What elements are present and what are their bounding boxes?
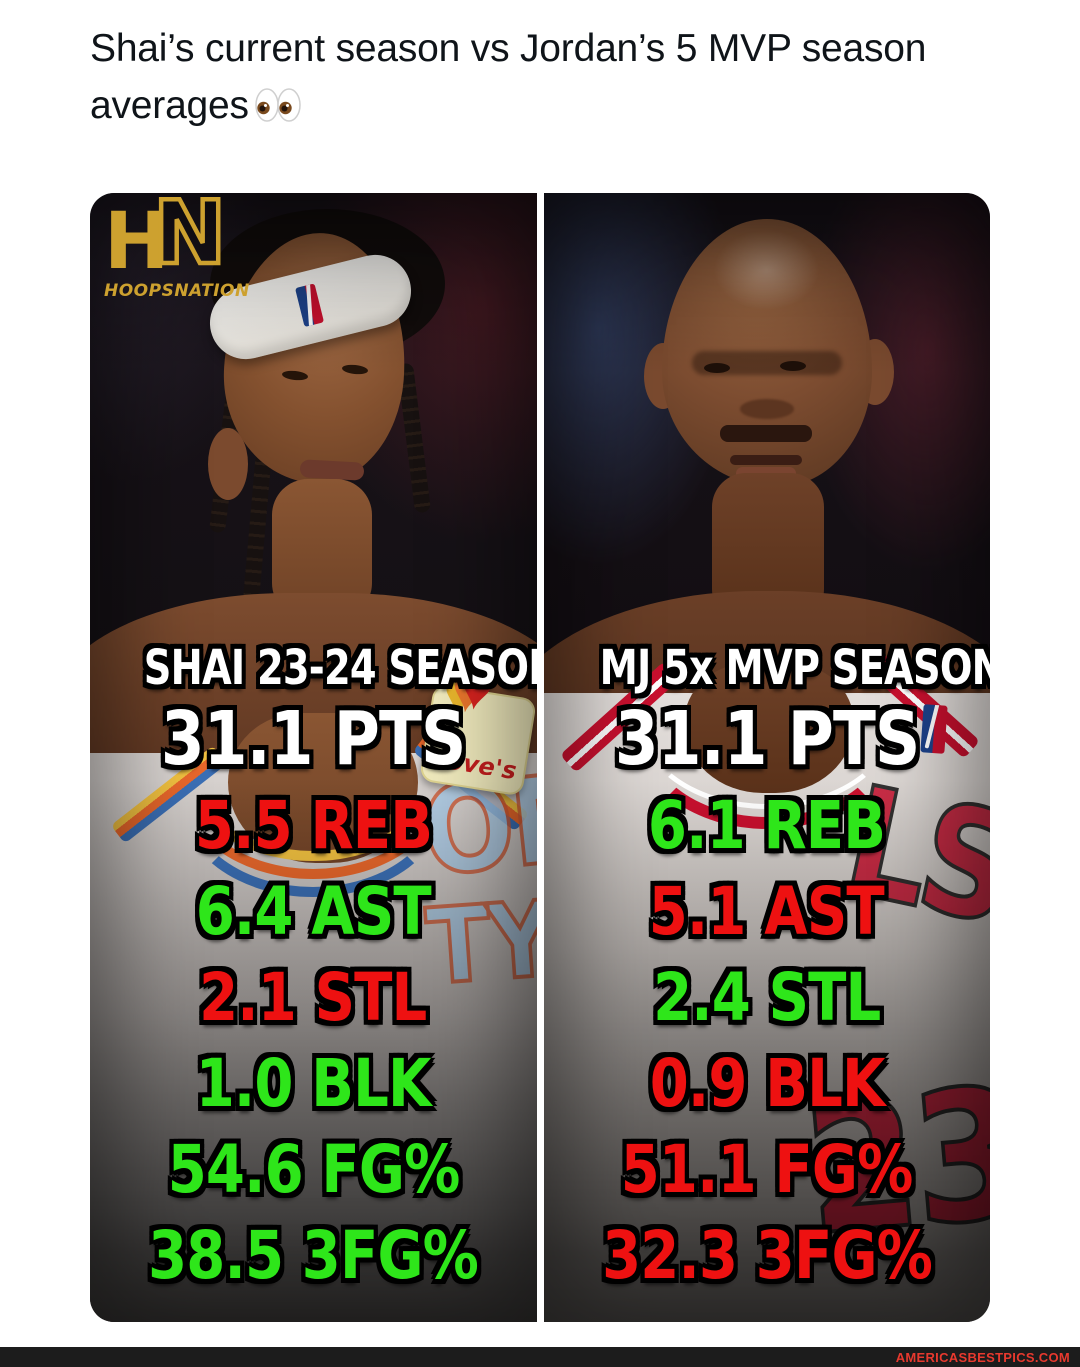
shai-stats-list: 31.1 PTS 5.5 REB 6.4 AST 2.1 STL 1.0 BLK… — [90, 696, 537, 1298]
logo-monogram-h: H — [104, 197, 170, 287]
watermark-text: AMERICASBESTPICS.COM — [895, 1349, 1070, 1365]
jordan-eye — [779, 361, 806, 371]
stat-line: 38.5 3FG% — [90, 1212, 537, 1298]
stat-line: 6.1 REB — [544, 782, 991, 868]
heading-text: SHAI 23-24 SEASON: — [143, 640, 537, 696]
jordan-nose — [739, 399, 794, 419]
stat-value: 6.1 REB — [648, 786, 886, 864]
stat-line: 32.3 3FG% — [544, 1212, 991, 1298]
stat-line: 54.6 FG% — [90, 1126, 537, 1212]
stat-value: 31.1 PTS — [160, 696, 466, 782]
stat-value: 5.1 AST — [649, 872, 885, 950]
stat-value: 1.0 BLK — [195, 1044, 432, 1122]
stat-line: 31.1 PTS — [90, 696, 537, 782]
stat-line: 1.0 BLK — [90, 1040, 537, 1126]
jordan-eye — [703, 363, 730, 373]
stat-value: 2.4 STL — [653, 958, 881, 1036]
stat-value: 31.1 PTS — [614, 696, 920, 782]
heading-text: MJ 5x MVP SEASONS: — [599, 640, 990, 696]
nba-logo-icon — [294, 283, 325, 328]
jersey-trim — [178, 697, 449, 897]
jordan-photo-illustration: LS 23 — [543, 193, 990, 1322]
stat-value: 6.4 AST — [195, 872, 432, 950]
watermark-bar: AMERICASBESTPICS.COM — [0, 1347, 1080, 1367]
stat-value: 2.1 STL — [199, 958, 428, 1036]
jordan-head — [661, 219, 872, 487]
stat-value: 54.6 FG% — [167, 1130, 460, 1208]
shai-panel-heading: SHAI 23-24 SEASON: — [90, 640, 537, 696]
post-title-text: Shai’s current season vs Jordan’s 5 MVP … — [90, 27, 927, 127]
panel-shai: OM TY ♥ ♥ ♥ Love's HN HOOPSNATION SHAI 2… — [90, 193, 537, 1322]
stat-value: 32.3 3FG% — [601, 1216, 933, 1294]
shai-photo-illustration: OM TY ♥ ♥ ♥ Love's — [90, 193, 537, 1322]
stat-line: 51.1 FG% — [544, 1126, 991, 1212]
stat-value: 51.1 FG% — [620, 1130, 914, 1208]
hoopsnation-logo: HN HOOPSNATION — [104, 193, 250, 301]
stat-line: 6.4 AST — [90, 868, 537, 954]
post-title: Shai’s current season vs Jordan’s 5 MVP … — [90, 20, 1010, 139]
logo-monogram-n: N — [151, 193, 229, 285]
stat-value: 0.9 BLK — [649, 1044, 885, 1122]
jordan-mouth — [729, 455, 802, 465]
comparison-meme-image[interactable]: OM TY ♥ ♥ ♥ Love's HN HOOPSNATION SHAI 2… — [90, 193, 990, 1322]
jordan-panel-heading: MJ 5x MVP SEASONS: — [544, 640, 990, 696]
stat-line: 2.1 STL — [90, 954, 537, 1040]
jordan-mustache — [719, 425, 812, 442]
logo-wordmark: HOOPSNATION — [104, 281, 250, 301]
stat-line: 5.5 REB — [90, 782, 537, 868]
shai-ear — [208, 428, 248, 500]
stat-line: 5.1 AST — [544, 868, 991, 954]
stat-line: 31.1 PTS — [544, 696, 991, 782]
stat-value: 38.5 3FG% — [148, 1216, 479, 1294]
eyes-emoji-icon — [255, 82, 301, 139]
stat-value: 5.5 REB — [194, 786, 433, 864]
stat-line: 0.9 BLK — [544, 1040, 991, 1126]
panel-jordan: LS 23 MJ 5x MVP SEASONS: 31.1 PTS 6.1 RE… — [543, 193, 991, 1322]
shai-mouth — [299, 459, 365, 481]
jordan-stats-list: 31.1 PTS 6.1 REB 5.1 AST 2.4 STL 0.9 BLK… — [544, 696, 991, 1298]
stat-line: 2.4 STL — [544, 954, 991, 1040]
